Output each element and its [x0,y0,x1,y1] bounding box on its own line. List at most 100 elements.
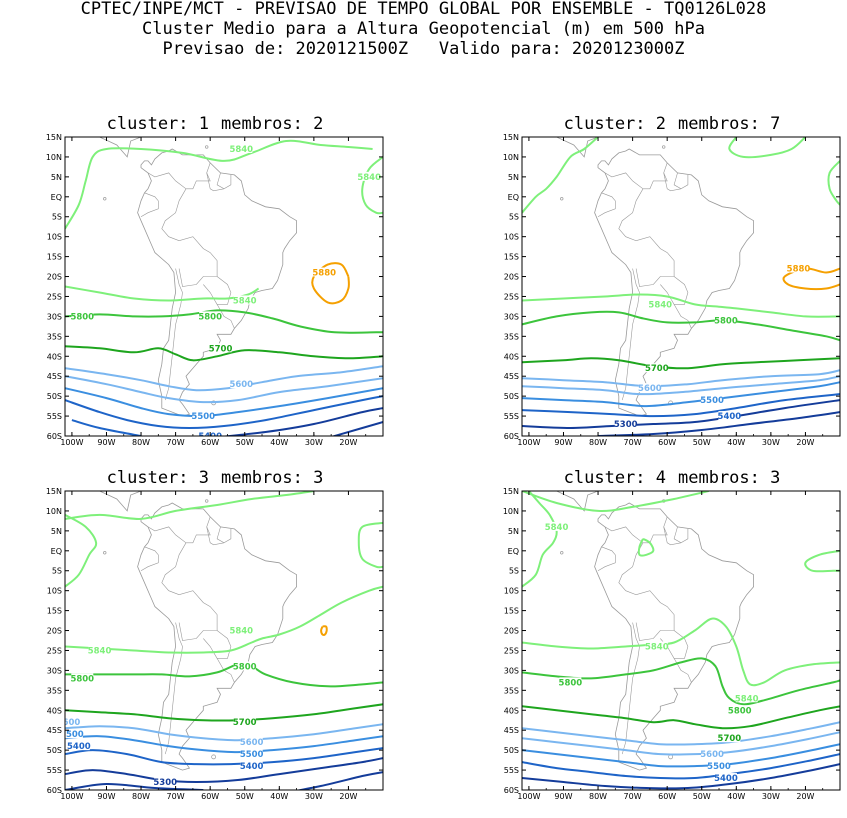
contour-label-bg [65,729,83,739]
map-4: 5840 5840 5800 5840 5800 5700 5600 5500 5400 15N 1… [503,487,841,801]
lon-tick-label: 50W [236,438,254,447]
lon-tick-label: 40W [270,792,288,801]
country-border [663,172,682,192]
contour-label-bg [645,641,668,651]
members-label: membros: 7 [678,114,781,134]
lat-tick-label: 5S [509,567,519,576]
contour-5600 [522,375,840,396]
contour-5400 [522,753,840,780]
contour-5840 [65,285,260,302]
lon-tick-label: 90W [554,792,572,801]
contour-5300 [65,782,204,790]
galapagos-islands [560,551,564,555]
lat-tick-label: 20S [47,273,62,282]
lat-tick-label: 15S [504,607,519,616]
contour-5840 [522,617,840,687]
lon-tick-label: 30W [762,792,780,801]
country-border [604,172,644,241]
contour-label-bg [230,625,253,635]
lon-tick-label: 60W [201,438,219,447]
contour-label: 5840 [648,300,672,310]
contour-label: 5700 [209,344,233,354]
contour-label: 5840 [229,145,253,155]
contour-5700 [65,703,383,722]
lon-tick-label: 90W [554,438,572,447]
lon-tick-label: 100W [517,792,540,801]
contour-label-bg [233,717,256,727]
lon-tick-label: 50W [693,792,711,801]
contour-label-bg [240,761,263,771]
lat-tick-label: 15N [46,133,62,142]
lon-tick-label: 30W [305,792,323,801]
contour-label-bg [714,315,737,325]
figure-title-line-3: Previsao de: 2020121500Z Valido para: 20… [0,40,847,59]
country-border [186,516,211,544]
contour-label-bg [233,295,256,305]
contour-label-bg [192,411,215,421]
contour-label: 5840 [229,627,253,637]
contour-5600 [65,365,383,392]
cluster-label: cluster: 3 [106,468,209,488]
galapagos-islands [560,197,564,201]
lon-tick-label: 90W [97,792,115,801]
coastline [137,148,297,417]
country-border [164,268,183,401]
contour-label: 5600 [638,384,662,394]
map-layer: 5880 5840 5800 5700 5600 5500 5400 5300 [522,137,840,436]
country-border [663,526,682,546]
lat-tick-label: 30S [47,312,62,321]
contour-label-bg [230,379,253,389]
contour-label: 5700 [718,734,742,744]
caribbean-island [205,145,209,149]
map-frame [64,490,384,791]
lat-tick-label: 35S [504,686,519,695]
lat-tick-label: 60S [504,786,519,795]
contour-5840 [522,293,840,318]
lat-tick-label: 10N [503,507,519,516]
lat-tick-label: 45S [504,372,519,381]
cluster-label: cluster: 4 [563,468,666,488]
contour-5600 [522,731,840,756]
contour-label-bg [728,705,751,715]
contour-5880 [311,262,350,305]
contour-label: 5880 [787,265,811,275]
coastline [594,148,754,417]
lat-tick-label: 15S [504,253,519,262]
contour-5500 [522,381,840,408]
forecast-date: Previsao de: 2020121500Z [162,39,409,59]
lon-tick-label: 30W [305,438,323,447]
members-label: membros: 2 [221,114,324,134]
contour-5300 [219,407,383,436]
lon-tick-label: 20W [339,438,357,447]
lat-tick-label: 20S [47,627,62,636]
contour-label: 5300 [614,420,638,430]
lat-tick-label: 10S [47,233,62,242]
lat-tick-label: 5S [52,567,62,576]
lat-tick-label: 15N [503,133,519,142]
contour-5300 [597,411,840,436]
contour-5800 [65,663,383,688]
lon-tick-label: 80W [589,438,607,447]
lat-tick-label: 15S [47,607,62,616]
lat-tick-label: 5N [51,527,62,536]
country-border [604,526,644,595]
panel-title: cluster: 4 membros: 3 [472,468,847,488]
contour-5840 [827,160,840,206]
lon-tick-label: 20W [339,792,357,801]
lon-tick-label: 80W [132,438,150,447]
contour-label: 5400 [67,742,91,752]
contour-label: 5880 [312,269,336,279]
country-border [673,526,689,544]
contour-label-bg [88,645,111,655]
country-border [206,172,225,192]
cluster-panel-2: cluster: 2 membros: 7 5880 5840 5800 5700 560… [472,114,847,464]
contour-5700 [65,345,383,362]
lon-tick-label: 40W [270,438,288,447]
members-label: membros: 3 [221,468,324,488]
lon-tick-label: 60W [201,792,219,801]
lon-tick-label: 70W [167,792,185,801]
lat-tick-label: 35S [47,332,62,341]
lon-tick-label: 80W [132,792,150,801]
contour-5840 [65,139,373,230]
lat-tick-label: 5N [508,173,519,182]
